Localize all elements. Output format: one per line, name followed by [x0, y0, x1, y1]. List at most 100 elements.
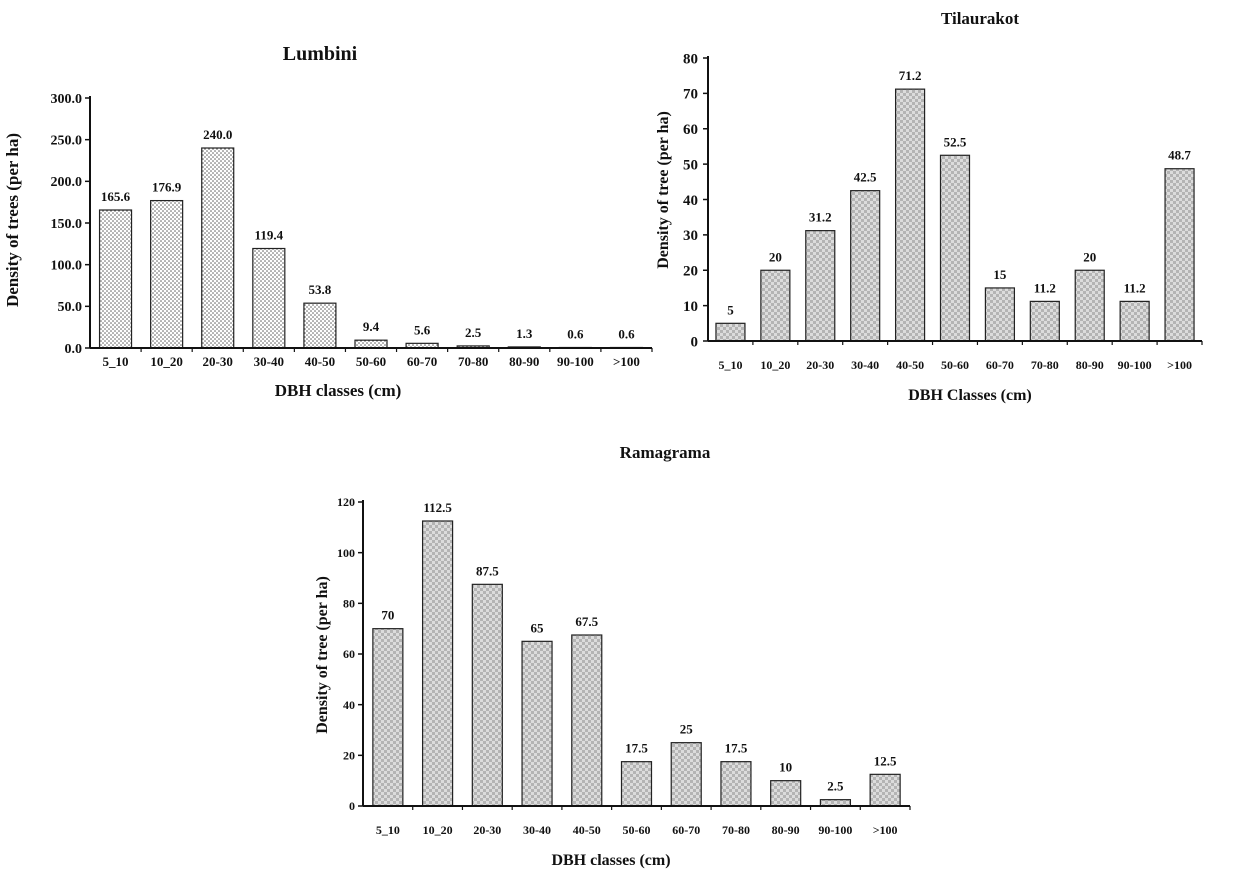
chart-title: Tilaurakot: [941, 9, 1019, 28]
y-tick-label: 40: [683, 193, 698, 209]
x-tick-label: 20-30: [806, 358, 834, 372]
data-label: 0.6: [567, 327, 584, 342]
bar: [760, 269, 791, 342]
data-label: 53.8: [309, 282, 332, 297]
x-tick-label: 90-100: [818, 823, 852, 837]
y-tick-label: 20: [683, 264, 698, 280]
x-tick-label: 70-80: [722, 823, 750, 837]
chart-title: Lumbini: [283, 43, 358, 65]
bar: [770, 780, 802, 807]
data-label: 65: [531, 620, 545, 635]
data-label: 20: [769, 249, 782, 264]
y-tick-label: 150.0: [51, 217, 83, 232]
y-tick-label: 0.0: [65, 342, 83, 357]
y-tick-label: 60: [683, 122, 698, 138]
x-tick-label: 5_10: [376, 823, 400, 837]
bar: [303, 302, 337, 349]
data-label: 176.9: [152, 180, 182, 195]
x-tick-label: 40-50: [573, 823, 601, 837]
data-label: 240.0: [203, 127, 232, 142]
bar: [620, 761, 653, 807]
data-label: 52.5: [944, 134, 967, 149]
data-label: 165.6: [101, 189, 131, 204]
data-label: 15: [993, 267, 1007, 282]
data-label: 11.2: [1034, 280, 1056, 295]
data-label: 119.4: [255, 228, 284, 243]
x-tick-label: 80-90: [772, 823, 800, 837]
bar: [984, 287, 1016, 342]
y-tick-label: 80: [683, 51, 698, 67]
x-tick-label: 5_10: [103, 354, 129, 369]
bar: [1074, 269, 1105, 342]
x-tick-label: 50-60: [941, 358, 969, 372]
data-label: 67.5: [575, 614, 598, 629]
bar: [670, 742, 702, 807]
data-label: 10: [779, 760, 792, 775]
data-label: 25: [680, 722, 694, 737]
bar: [421, 520, 454, 807]
data-label: 0.6: [618, 327, 635, 342]
bar: [571, 634, 603, 807]
data-label: 42.5: [854, 170, 877, 185]
x-tick-label: 20-30: [473, 823, 501, 837]
x-tick-label: 80-90: [509, 354, 539, 369]
data-label: 48.7: [1168, 148, 1191, 163]
tilaurakot-chart: Tilaurakot Density of tree (per ha) DBH Cl…: [655, 9, 1203, 404]
x-tick-label: >100: [1167, 358, 1192, 372]
bar: [894, 88, 926, 342]
data-label: 2.5: [827, 779, 844, 794]
data-label: 17.5: [625, 741, 648, 756]
data-label: 31.2: [809, 210, 832, 225]
y-tick-label: 0: [349, 799, 355, 813]
x-tick-label: 30-40: [254, 354, 284, 369]
y-tick-label: 0: [691, 334, 699, 350]
lumbini-chart: Lumbini Density of trees (per ha) DBH clas…: [3, 43, 653, 400]
x-tick-label: 40-50: [896, 358, 924, 372]
data-label: 9.4: [363, 319, 380, 334]
data-label: 112.5: [423, 500, 452, 515]
data-label: 5: [727, 302, 734, 317]
x-tick-label: 80-90: [1076, 358, 1104, 372]
x-tick-label: >100: [613, 354, 640, 369]
data-label: 20: [1083, 249, 1096, 264]
y-tick-label: 30: [683, 228, 698, 244]
x-tick-label: 50-60: [623, 823, 651, 837]
y-tick-label: 100.0: [51, 259, 83, 274]
y-tick-label: 100: [337, 546, 355, 560]
x-tick-label: 30-40: [523, 823, 551, 837]
y-axis-label: Density of tree (per ha): [314, 576, 331, 734]
y-axis-label: Density of tree (per ha): [655, 111, 672, 269]
x-axis-label: DBH classes (cm): [275, 381, 402, 400]
x-tick-label: 20-30: [203, 354, 233, 369]
x-axis-label: DBH Classes (cm): [908, 387, 1032, 404]
y-tick-label: 250.0: [51, 134, 83, 149]
x-tick-label: 10_20: [423, 823, 453, 837]
y-tick-label: 80: [343, 597, 355, 611]
bar: [471, 583, 503, 807]
y-tick-label: 40: [343, 698, 355, 712]
bar: [521, 640, 553, 807]
bar: [98, 209, 133, 349]
data-label: 70: [381, 608, 394, 623]
x-tick-label: 40-50: [305, 354, 335, 369]
bar: [252, 247, 286, 349]
x-tick-label: 5_10: [718, 358, 742, 372]
x-tick-label: 70-80: [458, 354, 488, 369]
data-label: 5.6: [414, 322, 431, 337]
chart-title: Ramagrama: [620, 443, 711, 462]
y-tick-label: 10: [683, 299, 698, 315]
y-tick-label: 200.0: [51, 175, 83, 190]
x-tick-label: >100: [873, 823, 898, 837]
data-label: 87.5: [476, 563, 499, 578]
bar: [1119, 300, 1150, 342]
data-label: 1.3: [516, 326, 533, 341]
y-tick-label: 70: [683, 87, 698, 103]
y-axis-label: Density of trees (per ha): [3, 133, 22, 307]
bar: [850, 190, 881, 342]
x-tick-label: 60-70: [672, 823, 700, 837]
y-tick-label: 50: [683, 157, 698, 173]
x-tick-label: 60-70: [407, 354, 437, 369]
data-label: 71.2: [899, 68, 922, 83]
bar: [1029, 300, 1060, 342]
